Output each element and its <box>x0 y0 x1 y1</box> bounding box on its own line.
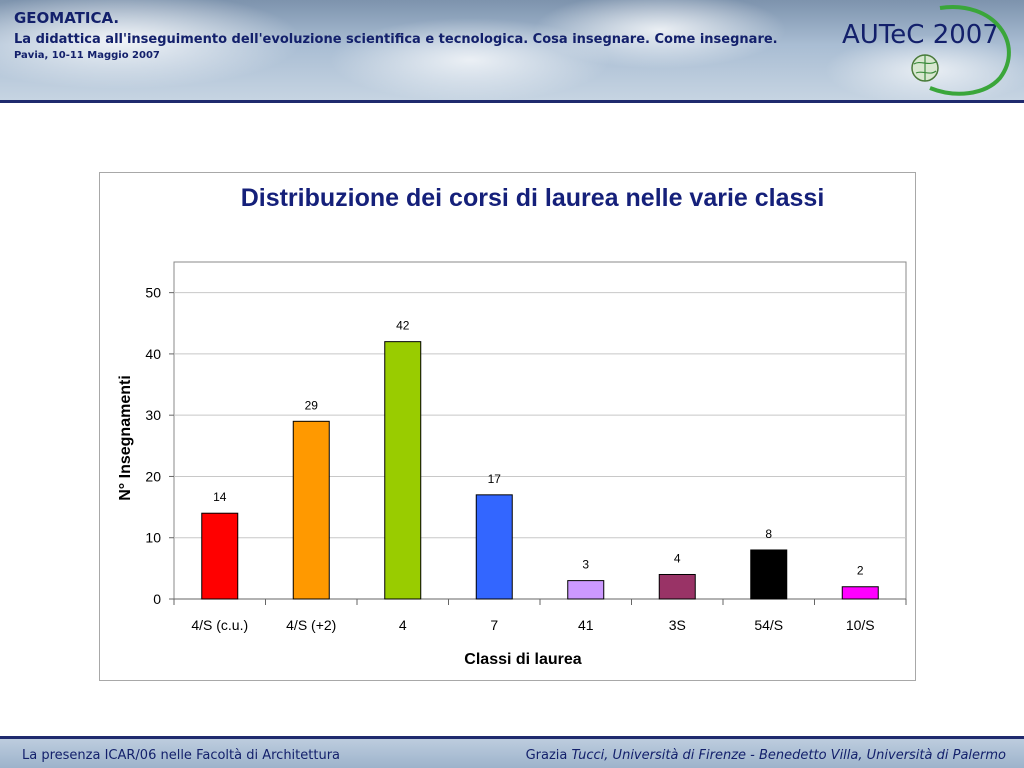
data-label: 4 <box>674 551 681 565</box>
x-tick-label: 7 <box>490 617 498 633</box>
bar <box>750 549 788 600</box>
header-subtitle: La didattica all'inseguimento dell'evolu… <box>14 32 778 47</box>
y-tick-label: 20 <box>145 468 161 484</box>
data-label: 29 <box>305 398 319 412</box>
data-label: 17 <box>488 472 502 486</box>
header-banner <box>0 0 1024 100</box>
footer-left-text: La presenza ICAR/06 nelle Facoltà di Arc… <box>22 748 341 763</box>
data-label: 14 <box>213 490 227 504</box>
globe-logo-icon <box>911 5 1011 96</box>
y-tick-label: 50 <box>145 285 161 301</box>
chart-title: Distribuzione dei corsi di laurea nelle … <box>240 184 825 212</box>
footer-author-italic: Tucci, Università di Firenze - Benedetto… <box>571 748 1006 763</box>
bar <box>567 580 605 600</box>
x-tick-label: 3S <box>669 617 686 633</box>
bar <box>475 494 513 600</box>
data-label: 8 <box>765 527 772 541</box>
plot-area <box>173 261 907 600</box>
header-date: Pavia, 10-11 Maggio 2007 <box>14 50 160 61</box>
y-axis-title: N° Insegnamenti <box>117 375 134 501</box>
bar <box>384 341 422 600</box>
footer-author-prefix: Grazia <box>525 748 572 763</box>
bar <box>841 586 879 600</box>
footer-rule <box>0 736 1024 739</box>
y-tick-label: 10 <box>145 530 161 546</box>
data-label: 2 <box>857 564 864 578</box>
data-label: 3 <box>582 558 589 572</box>
bar <box>292 420 330 600</box>
x-tick-label: 10/S <box>846 617 875 633</box>
bar <box>658 573 696 600</box>
data-label: 42 <box>396 319 410 333</box>
header-rule <box>0 100 1024 103</box>
brand-name: AUTeC 2007 <box>842 20 999 50</box>
y-tick-label: 30 <box>145 407 161 423</box>
y-tick-label: 40 <box>145 346 161 362</box>
x-tick-label: 41 <box>578 617 594 633</box>
bar <box>201 512 239 600</box>
y-tick-label: 0 <box>153 591 161 607</box>
x-tick-label: 4/S (+2) <box>286 617 336 633</box>
header-title: GEOMATICA. <box>14 9 120 27</box>
x-tick-label: 54/S <box>754 617 783 633</box>
footer-bar <box>0 736 1024 768</box>
x-tick-label: 4 <box>399 617 407 633</box>
footer-right-text: Grazia Tucci, Università di Firenze - Be… <box>526 748 1006 763</box>
x-axis-title: Classi di laurea <box>464 651 581 668</box>
x-tick-label: 4/S (c.u.) <box>191 617 248 633</box>
